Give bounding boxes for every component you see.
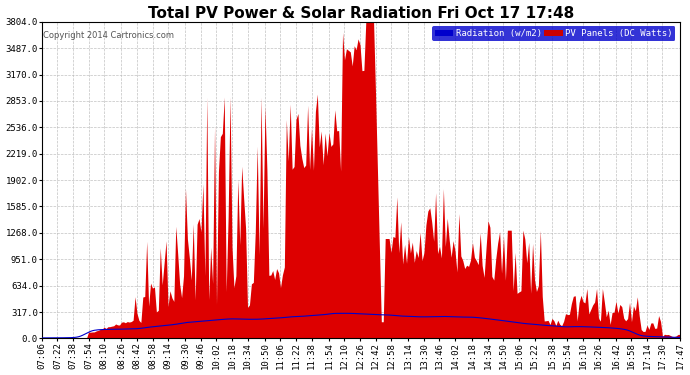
Text: Copyright 2014 Cartronics.com: Copyright 2014 Cartronics.com [43,31,175,40]
Legend: Radiation (w/m2), PV Panels (DC Watts): Radiation (w/m2), PV Panels (DC Watts) [432,26,676,40]
Title: Total PV Power & Solar Radiation Fri Oct 17 17:48: Total PV Power & Solar Radiation Fri Oct… [148,6,574,21]
